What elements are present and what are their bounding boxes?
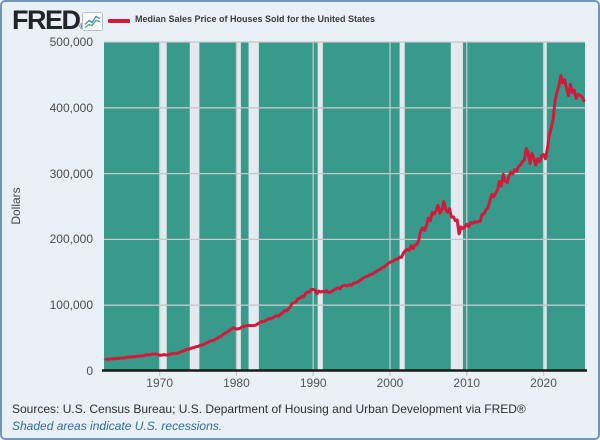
y-axis-labels: 0 100,000 200,000 300,000 400,000 500,000 bbox=[2, 35, 98, 378]
x-axis-labels: 1970 1980 1990 2000 2010 2020 bbox=[104, 376, 585, 392]
y-tick-label: 400,000 bbox=[49, 100, 93, 115]
chart-svg bbox=[102, 41, 587, 376]
recession-band bbox=[544, 42, 547, 370]
recession-band bbox=[399, 42, 405, 370]
x-tick-label: 1970 bbox=[146, 376, 174, 390]
y-tick-label: 500,000 bbox=[49, 35, 93, 49]
sources-line: Sources: U.S. Census Bureau; U.S. Depart… bbox=[12, 402, 526, 416]
legend-series-label[interactable]: Median Sales Price of Houses Sold for th… bbox=[135, 14, 376, 24]
fred-logo-text: FRED bbox=[12, 5, 81, 35]
x-tick-label: 1990 bbox=[299, 376, 327, 390]
recession-band bbox=[237, 42, 241, 370]
recession-band bbox=[450, 42, 463, 370]
y-tick-label: 0 bbox=[86, 364, 93, 378]
y-tick-label: 100,000 bbox=[49, 298, 93, 313]
plot-area[interactable] bbox=[102, 41, 587, 376]
x-tick-label: 2020 bbox=[530, 376, 557, 390]
recession-note[interactable]: Shaded areas indicate U.S. recessions. bbox=[12, 419, 223, 433]
fred-sparkline-icon bbox=[82, 12, 103, 31]
x-tick-label: 2010 bbox=[453, 376, 481, 390]
fred-logo[interactable]: FRED® bbox=[12, 7, 85, 34]
x-tick-label: 2000 bbox=[376, 376, 404, 390]
recession-band bbox=[317, 42, 323, 370]
recession-band bbox=[189, 42, 200, 370]
y-tick-label: 200,000 bbox=[49, 232, 93, 247]
recession-band bbox=[248, 42, 259, 370]
legend-swatch bbox=[108, 19, 130, 23]
recession-band bbox=[159, 42, 167, 370]
data-line bbox=[104, 73, 586, 361]
y-tick-label: 300,000 bbox=[49, 166, 93, 181]
x-tick-label: 1980 bbox=[223, 376, 250, 390]
